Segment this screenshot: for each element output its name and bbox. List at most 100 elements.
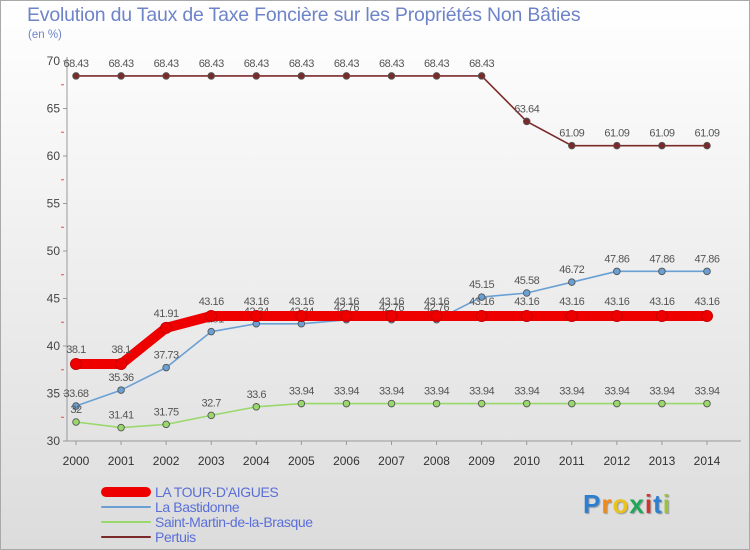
data-point: [477, 72, 486, 80]
data-point: [115, 358, 128, 371]
data-point: [117, 72, 125, 80]
data-label: 63.64: [514, 103, 539, 115]
chart-subtitle: (en %): [28, 29, 62, 41]
x-tick-label: 2004: [243, 454, 270, 468]
data-point: [613, 141, 621, 150]
x-tick-label: 2014: [694, 454, 721, 468]
logo-letter: o: [612, 489, 630, 519]
proxiti-logo: Proxiti: [583, 489, 671, 520]
data-point: [72, 402, 80, 410]
data-label: 43.16: [514, 296, 539, 308]
data-label: 33.94: [649, 386, 674, 398]
x-tick-label: 2007: [378, 454, 405, 468]
data-label: 33.94: [289, 386, 314, 398]
x-tick-label: 2011: [559, 454, 585, 468]
legend-label: La Bastidonne: [155, 499, 240, 515]
data-label: 42.76: [334, 302, 359, 314]
data-point: [565, 309, 578, 322]
data-point: [568, 399, 576, 408]
data-point: [655, 309, 668, 322]
data-label: 33.94: [514, 386, 539, 398]
legend-swatch: [101, 487, 151, 497]
data-label: 42.76: [379, 302, 404, 314]
data-label: 43.16: [334, 296, 359, 308]
data-point: [207, 327, 215, 336]
y-tick-label: 65: [47, 102, 61, 116]
x-tick-label: 2008: [423, 454, 450, 468]
data-point: [205, 309, 218, 322]
y-tick-label: 35: [47, 387, 61, 401]
data-point: [610, 309, 623, 322]
data-label: 33.94: [379, 386, 404, 398]
data-label: 68.43: [244, 58, 269, 70]
x-tick-label: 2006: [333, 454, 360, 468]
data-point: [658, 399, 666, 408]
data-label: 38.1: [66, 344, 86, 356]
data-point: [658, 141, 666, 150]
data-label: 61.09: [694, 128, 719, 140]
data-point: [522, 117, 531, 126]
data-point: [432, 399, 441, 408]
data-point: [522, 399, 531, 408]
x-tick-label: 2000: [63, 454, 90, 468]
data-point: [475, 309, 488, 322]
data-point: [520, 309, 533, 322]
data-label: 32: [70, 404, 82, 416]
y-tick-label: 40: [47, 339, 61, 353]
data-label: 35.36: [109, 372, 134, 384]
data-point: [72, 72, 80, 80]
data-label: 31.75: [154, 406, 179, 418]
data-label: 33.94: [559, 386, 584, 398]
data-label: 43.16: [289, 296, 314, 308]
data-point: [703, 267, 711, 276]
legend-label: LA TOUR-D'AIGUES: [155, 484, 279, 500]
data-label: 68.43: [424, 58, 449, 70]
data-point: [703, 399, 711, 408]
x-tick-label: 2005: [288, 454, 315, 468]
data-point: [250, 309, 263, 322]
data-point: [522, 289, 531, 297]
data-label: 68.43: [379, 58, 404, 70]
data-label: 33.94: [424, 386, 449, 398]
logo-letter: x: [629, 489, 645, 519]
data-point: [160, 321, 173, 334]
data-point: [117, 423, 125, 432]
x-tick-label: 2002: [153, 454, 180, 468]
data-label: 41.91: [154, 308, 179, 320]
data-label: 43.16: [469, 296, 494, 308]
legend-label: Pertuis: [155, 529, 196, 545]
x-tick-label: 2012: [604, 454, 631, 468]
data-point: [252, 72, 261, 80]
data-label: 33.94: [469, 386, 494, 398]
data-label: 43.16: [694, 296, 719, 308]
data-label: 68.43: [199, 58, 224, 70]
data-label: 68.43: [154, 58, 179, 70]
data-label: 47.86: [604, 253, 629, 265]
legend-swatch: [101, 536, 151, 538]
data-label: 33.94: [694, 386, 719, 398]
data-point: [70, 358, 82, 371]
x-tick-label: 2010: [513, 454, 540, 468]
data-point: [568, 141, 576, 150]
data-point: [613, 267, 621, 276]
data-label: 61.09: [604, 128, 629, 140]
data-point: [162, 420, 170, 429]
legend-swatch: [101, 521, 151, 523]
logo-letter: t: [653, 489, 663, 519]
data-point: [477, 293, 486, 301]
data-label: 45.15: [469, 279, 494, 291]
data-label: 33.94: [334, 386, 359, 398]
data-label: 47.86: [694, 253, 719, 265]
y-tick-label: 70: [47, 54, 61, 68]
data-label: 61.09: [559, 128, 584, 140]
chart-title: Evolution du Taux de Taxe Foncière sur l…: [27, 4, 581, 26]
data-point: [340, 309, 353, 322]
data-label: 43.16: [649, 296, 674, 308]
data-point: [701, 309, 713, 322]
data-point: [207, 72, 215, 80]
data-label: 43.16: [424, 296, 449, 308]
data-point: [387, 72, 396, 80]
data-label: 33.68: [63, 388, 88, 400]
